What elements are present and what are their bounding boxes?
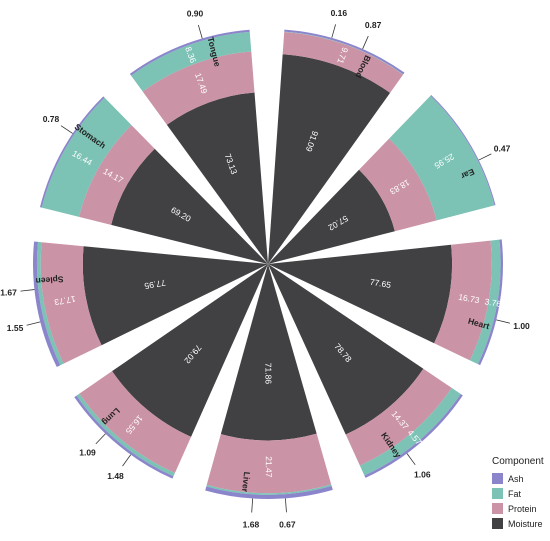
legend-swatch-moisture xyxy=(492,518,503,529)
segment-lung-protein xyxy=(79,371,192,474)
segment-ear-protein xyxy=(359,138,437,232)
segment-stomach-moisture xyxy=(111,148,268,264)
segment-kidney-fat xyxy=(359,387,461,476)
segment-heart-moisture xyxy=(268,244,453,344)
value-label-liver-moisture: 71.86 xyxy=(263,363,273,385)
segment-spleen-moisture xyxy=(82,246,268,346)
leader-blood-ash xyxy=(362,35,369,50)
segment-lung-moisture xyxy=(112,264,268,437)
segment-tongue-protein xyxy=(142,51,255,125)
value-label-lung-fat: 1.48 xyxy=(107,471,124,481)
leader-lung-ash xyxy=(95,433,106,445)
segment-heart-fat xyxy=(469,239,501,365)
value-label-kidney-ash: 1.06 xyxy=(414,469,431,479)
value-label-heart-moisture: 77.65 xyxy=(369,277,392,291)
value-label-liver-fat: 0.67 xyxy=(279,519,296,529)
leader-liver-fat xyxy=(285,498,287,513)
segment-liver-ash xyxy=(205,485,333,499)
legend-item-moisture: Moisture xyxy=(492,516,550,531)
category-label-liver: Liver xyxy=(240,471,252,493)
leader-lung-fat xyxy=(122,454,132,467)
legend-title: Component xyxy=(492,456,544,467)
segment-ear-fat xyxy=(389,95,495,221)
value-label-tongue-ash: 0.90 xyxy=(187,8,204,18)
segment-liver-protein xyxy=(206,433,332,494)
leader-kidney-ash xyxy=(406,453,416,466)
value-label-blood-fat: 0.16 xyxy=(331,8,348,18)
legend-swatch-ash xyxy=(492,473,503,484)
value-label-heart-ash: 1.00 xyxy=(513,321,530,331)
segment-heart-ash xyxy=(477,239,503,366)
value-label-blood-ash: 0.87 xyxy=(365,20,382,30)
segment-ear-moisture xyxy=(268,169,395,264)
legend-swatch-protein xyxy=(492,503,503,514)
legend-label-protein: Protein xyxy=(508,503,537,514)
value-label-spleen-ash: 1.67 xyxy=(0,287,17,297)
legend-swatch-fat xyxy=(492,488,503,499)
leader-blood-fat xyxy=(331,24,336,38)
value-label-stomach-ash: 0.78 xyxy=(43,114,60,124)
segment-tongue-fat xyxy=(131,31,252,92)
segment-stomach-protein xyxy=(79,125,155,225)
segment-spleen-fat xyxy=(36,241,64,366)
segment-kidney-protein xyxy=(345,368,452,466)
segment-tongue-moisture xyxy=(166,92,268,264)
segment-heart-protein xyxy=(434,240,492,361)
legend: Component Ash Fat Protein Moisture xyxy=(492,456,550,531)
leader-spleen-ash xyxy=(20,289,35,292)
segment-liver-moisture xyxy=(220,264,317,441)
legend-label-fat: Fat xyxy=(508,488,522,499)
legend-item-fat: Fat xyxy=(492,486,550,501)
chart-segments xyxy=(33,29,503,499)
value-label-spleen-fat: 1.55 xyxy=(7,323,24,333)
leader-tongue-ash xyxy=(197,24,203,39)
value-label-spleen-protein: 17.73 xyxy=(53,294,76,308)
category-label-spleen: Spleen xyxy=(35,274,64,286)
leader-liver-ash xyxy=(251,498,254,513)
value-label-liver-ash: 1.68 xyxy=(243,519,260,529)
legend-label-ash: Ash xyxy=(508,473,524,484)
value-label-heart-fat: 3.76 xyxy=(484,296,502,309)
value-label-spleen-moisture: 77.95 xyxy=(143,278,166,292)
segment-spleen-ash xyxy=(33,241,61,368)
value-label-heart-protein: 16.73 xyxy=(458,292,481,306)
leader-spleen-fat xyxy=(26,321,41,326)
segment-blood-protein xyxy=(282,31,404,93)
legend-item-protein: Protein xyxy=(492,501,550,516)
value-label-ear-ash: 0.47 xyxy=(494,144,511,154)
value-label-lung-ash: 1.09 xyxy=(79,448,96,458)
leader-ear-ash xyxy=(478,153,492,161)
segment-liver-fat xyxy=(206,484,332,495)
legend-label-moisture: Moisture xyxy=(508,518,543,529)
segment-blood-moisture xyxy=(268,54,391,264)
value-label-liver-protein: 21.47 xyxy=(264,456,274,478)
segment-kidney-moisture xyxy=(268,264,424,435)
legend-item-ash: Ash xyxy=(492,471,550,486)
leader-stomach-ash xyxy=(60,125,73,134)
segment-spleen-protein xyxy=(40,242,102,364)
leader-heart-ash xyxy=(496,319,510,324)
segment-stomach-fat xyxy=(41,97,132,217)
